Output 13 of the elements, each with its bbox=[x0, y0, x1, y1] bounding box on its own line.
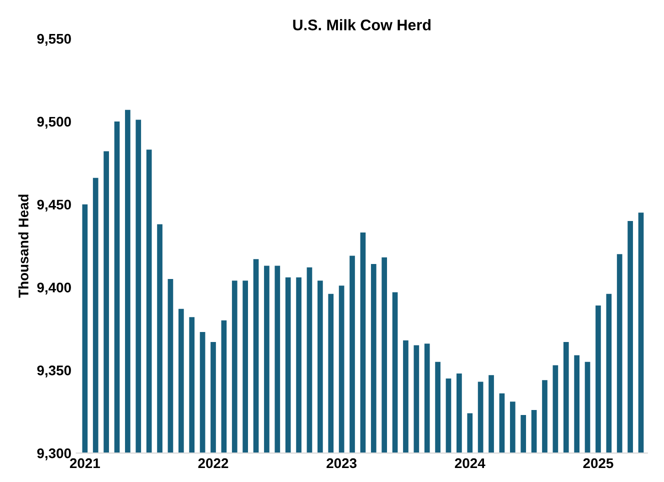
x-tick-label: 2022 bbox=[198, 458, 228, 468]
x-tick-label: 2025 bbox=[583, 458, 614, 468]
y-axis-title: Thousand Head bbox=[18, 194, 28, 298]
y-tick-label: 9,350 bbox=[37, 366, 71, 378]
x-tick-label: 2024 bbox=[454, 458, 486, 468]
y-tick-label: 9,550 bbox=[37, 34, 71, 46]
y-tick-label: 9,450 bbox=[37, 200, 71, 212]
y-tick-label: 9,400 bbox=[37, 282, 71, 294]
y-tick-label: 9,300 bbox=[37, 448, 71, 460]
x-tick-label: 2023 bbox=[326, 458, 357, 468]
x-tick-label: 2021 bbox=[70, 458, 100, 468]
chart-title: U.S. Milk Cow Herd bbox=[293, 19, 430, 30]
y-tick-label: 9,500 bbox=[37, 116, 71, 129]
